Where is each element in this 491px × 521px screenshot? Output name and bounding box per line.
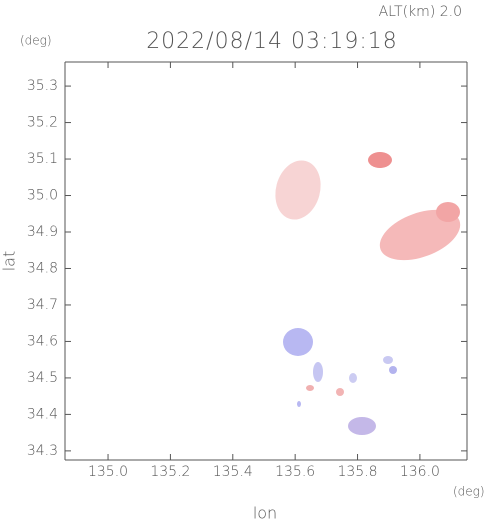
x-axis-label: lon	[253, 504, 277, 521]
x-tick-label: 136.0	[400, 464, 440, 480]
x-unit: (deg)	[453, 485, 485, 499]
echo	[283, 328, 313, 356]
x-tick-label: 135.4	[213, 464, 253, 480]
x-tick-label: 135.0	[88, 464, 128, 480]
echo	[383, 356, 393, 364]
echo	[306, 385, 314, 391]
x-tick-label: 135.2	[150, 464, 190, 480]
x-tick-label: 135.8	[337, 464, 377, 480]
y-tick-label: 35.2	[27, 115, 58, 131]
y-tick-label: 34.8	[27, 260, 58, 276]
echo	[436, 202, 460, 222]
radar-echoes	[275, 152, 461, 435]
echo	[349, 373, 357, 383]
y-unit: (deg)	[20, 34, 52, 48]
echo	[348, 417, 376, 435]
echo	[389, 366, 397, 374]
y-tick-label: 34.3	[27, 443, 58, 459]
y-tick-label: 34.7	[27, 297, 58, 313]
echo	[368, 152, 392, 168]
y-tick-label: 35.0	[27, 188, 58, 204]
y-tick-label: 34.5	[27, 370, 58, 386]
chart-title: 2022/08/14 03:19:18	[146, 29, 398, 54]
x-tick-label: 135.6	[275, 464, 315, 480]
y-tick-label: 35.3	[27, 78, 58, 94]
chart-subtitle: ALT(km) 2.0	[379, 4, 462, 20]
y-axis-label: lat	[0, 251, 19, 272]
y-tick-label: 34.4	[27, 406, 58, 422]
y-tick-label: 35.1	[27, 151, 58, 167]
y-tick-label: 34.9	[27, 224, 58, 240]
echo	[379, 209, 461, 261]
echo	[275, 160, 321, 220]
echo	[336, 388, 344, 396]
echo	[297, 401, 301, 407]
echo	[313, 362, 323, 382]
y-tick-label: 34.6	[27, 333, 58, 349]
plot-frame	[64, 61, 468, 461]
